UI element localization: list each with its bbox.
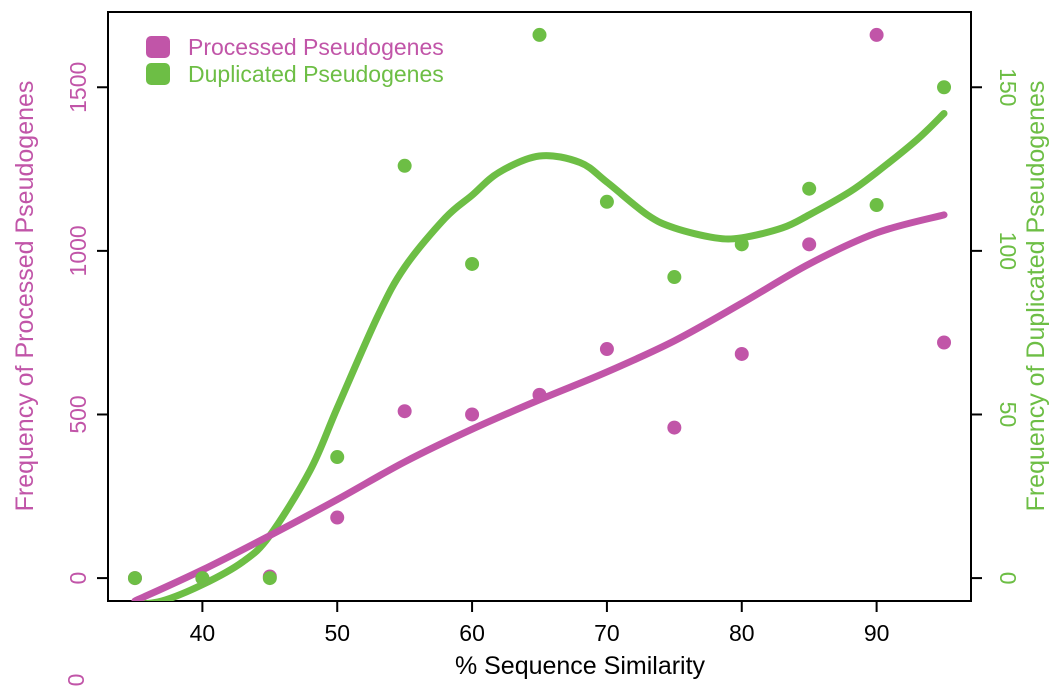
processed-point (330, 510, 345, 525)
legend-label-processed: Processed Pseudogenes (188, 34, 444, 60)
duplicated-point (330, 450, 345, 465)
y-axis-label-right: Frequency of Duplicated Pseudogenes (1022, 81, 1050, 512)
y-left-tick-label: 0 (65, 572, 91, 585)
x-tick-label: 70 (594, 620, 620, 646)
processed-point (869, 27, 884, 42)
x-tick-label: 90 (864, 620, 890, 646)
duplicated-point (127, 571, 142, 586)
duplicated-point (262, 571, 277, 586)
x-tick-label: 40 (190, 620, 216, 646)
processed-point (465, 407, 480, 422)
processed-point (802, 237, 817, 252)
duplicated-trend-line (133, 109, 948, 601)
stray-tick-label: 0 (63, 674, 89, 687)
x-tick-label: 50 (324, 620, 350, 646)
duplicated-point (397, 158, 412, 173)
y-axis-label-left: Frequency of Processed Pseudogenes (11, 81, 39, 512)
legend-label-duplicated: Duplicated Pseudogenes (188, 61, 444, 87)
duplicated-point (734, 237, 749, 252)
duplicated-point (869, 198, 884, 213)
processed-point (599, 342, 614, 357)
duplicated-point (465, 256, 480, 271)
y-right-tick-label: 100 (995, 232, 1021, 270)
data-points (127, 27, 952, 586)
y-left-tick-label: 500 (65, 395, 91, 433)
processed-point (532, 387, 547, 402)
y-left-tick-label: 1500 (65, 62, 91, 113)
trend-lines (131, 109, 948, 601)
y-left-tick-label: 1000 (65, 225, 91, 276)
duplicated-point (802, 181, 817, 196)
duplicated-point (937, 80, 952, 95)
plot-frame (107, 11, 972, 602)
y-right-tick-label: 0 (995, 572, 1021, 585)
x-axis-label: % Sequence Similarity (455, 652, 706, 680)
y-axis-right: 0 50 100 150 (971, 68, 1021, 584)
processed-trend-line (131, 211, 948, 601)
x-tick-label: 60 (459, 620, 485, 646)
processed-point (734, 346, 749, 361)
y-right-tick-label: 50 (995, 402, 1021, 428)
y-axis-left: 0 500 1000 1500 (65, 62, 108, 585)
duplicated-point (532, 27, 547, 42)
duplicated-point (599, 194, 614, 209)
x-axis: 40 50 60 70 80 90 (190, 601, 890, 646)
y-right-tick-label: 150 (995, 68, 1021, 106)
legend-swatch-processed (146, 36, 170, 58)
duplicated-point (667, 270, 682, 285)
x-tick-label: 80 (729, 620, 755, 646)
processed-point (667, 420, 682, 435)
processed-point (397, 404, 412, 419)
processed-point (937, 335, 952, 350)
legend-swatch-duplicated (146, 63, 170, 85)
duplicated-point (195, 571, 210, 586)
